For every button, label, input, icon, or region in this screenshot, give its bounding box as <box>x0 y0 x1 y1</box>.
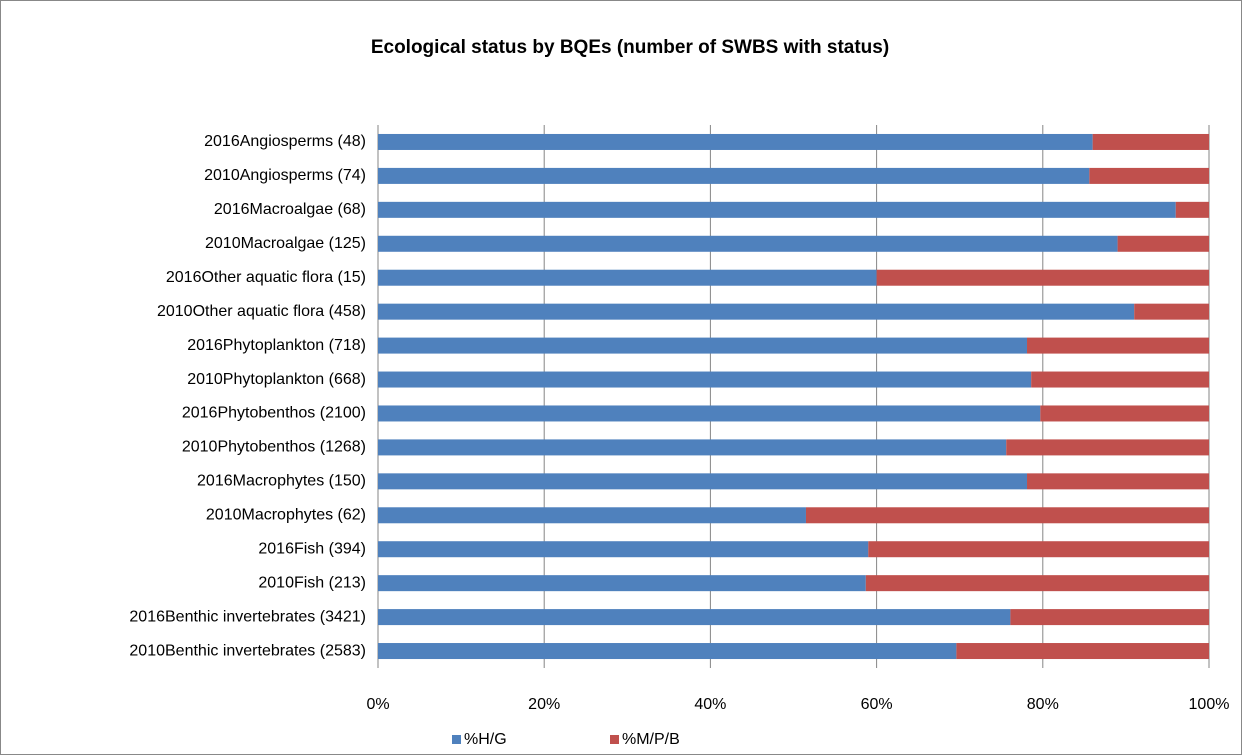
bar-segment <box>378 575 866 592</box>
y-tick-label: 2016Benthic invertebrates (3421) <box>129 608 366 625</box>
y-tick-label: 2016Macrophytes (150) <box>197 473 366 490</box>
y-tick-label: 2010Angiosperms (74) <box>204 167 366 184</box>
bar-segment <box>1031 371 1209 388</box>
bar-segment <box>378 609 1011 626</box>
bar-segment <box>378 473 1028 490</box>
bar-segment <box>868 541 1209 558</box>
y-tick-label: 2016Other aquatic flora (15) <box>166 269 366 286</box>
legend-label: %M/P/B <box>622 731 680 748</box>
x-tick-label: 80% <box>1027 696 1059 713</box>
bar-segment <box>378 371 1032 388</box>
bar-segment <box>1092 133 1209 150</box>
bar-segment <box>956 643 1209 660</box>
bar-segment <box>1089 167 1209 184</box>
bar-segment <box>378 337 1028 354</box>
y-tick-label: 2016Phytoplankton (718) <box>187 337 366 354</box>
x-tick-label: 20% <box>528 696 560 713</box>
bar-segment <box>378 201 1176 218</box>
legend-label: %H/G <box>464 731 507 748</box>
bar-segment <box>1117 235 1209 252</box>
bar-segment <box>1027 473 1209 490</box>
bar-segment <box>876 269 1209 286</box>
y-tick-label: 2010Macroalgae (125) <box>205 235 366 252</box>
x-tick-label: 60% <box>861 696 893 713</box>
bar-segment <box>1010 609 1209 626</box>
bar-segment <box>1175 201 1209 218</box>
bar-segment <box>378 405 1041 422</box>
x-tick-label: 100% <box>1189 696 1230 713</box>
bar-segment <box>378 643 957 660</box>
y-tick-label: 2010Phytoplankton (668) <box>187 371 366 388</box>
bar-segment <box>865 575 1209 592</box>
x-tick-label: 40% <box>694 696 726 713</box>
y-tick-label: 2016Angiosperms (48) <box>204 133 366 150</box>
y-tick-label: 2010Benthic invertebrates (2583) <box>129 642 366 659</box>
bar-segment <box>378 507 806 524</box>
legend-swatch <box>610 735 619 744</box>
bar-segment <box>378 167 1090 184</box>
y-tick-label: 2016Phytobenthos (2100) <box>182 405 366 422</box>
y-tick-label: 2010Other aquatic flora (458) <box>157 303 366 320</box>
y-tick-label: 2010Macrophytes (62) <box>206 507 366 524</box>
bar-segment <box>378 541 869 558</box>
bar-segment <box>1134 303 1209 320</box>
bar-segment <box>378 439 1007 456</box>
bar-segment <box>1006 439 1209 456</box>
y-tick-label: 2016Macroalgae (68) <box>214 201 366 218</box>
bar-segment <box>378 269 877 286</box>
bar-segment <box>1027 337 1209 354</box>
bar-segment <box>378 235 1118 252</box>
x-tick-label: 0% <box>366 696 389 713</box>
bar-segment <box>805 507 1209 524</box>
y-tick-label: 2016Fish (394) <box>258 540 366 557</box>
y-tick-label: 2010Fish (213) <box>258 574 366 591</box>
chart-title: Ecological status by BQEs (number of SWB… <box>371 37 889 58</box>
y-tick-label: 2010Phytobenthos (1268) <box>182 439 366 456</box>
legend-swatch <box>452 735 461 744</box>
bar-segment <box>378 133 1093 150</box>
bar-segment <box>1040 405 1209 422</box>
bar-segment <box>378 303 1135 320</box>
